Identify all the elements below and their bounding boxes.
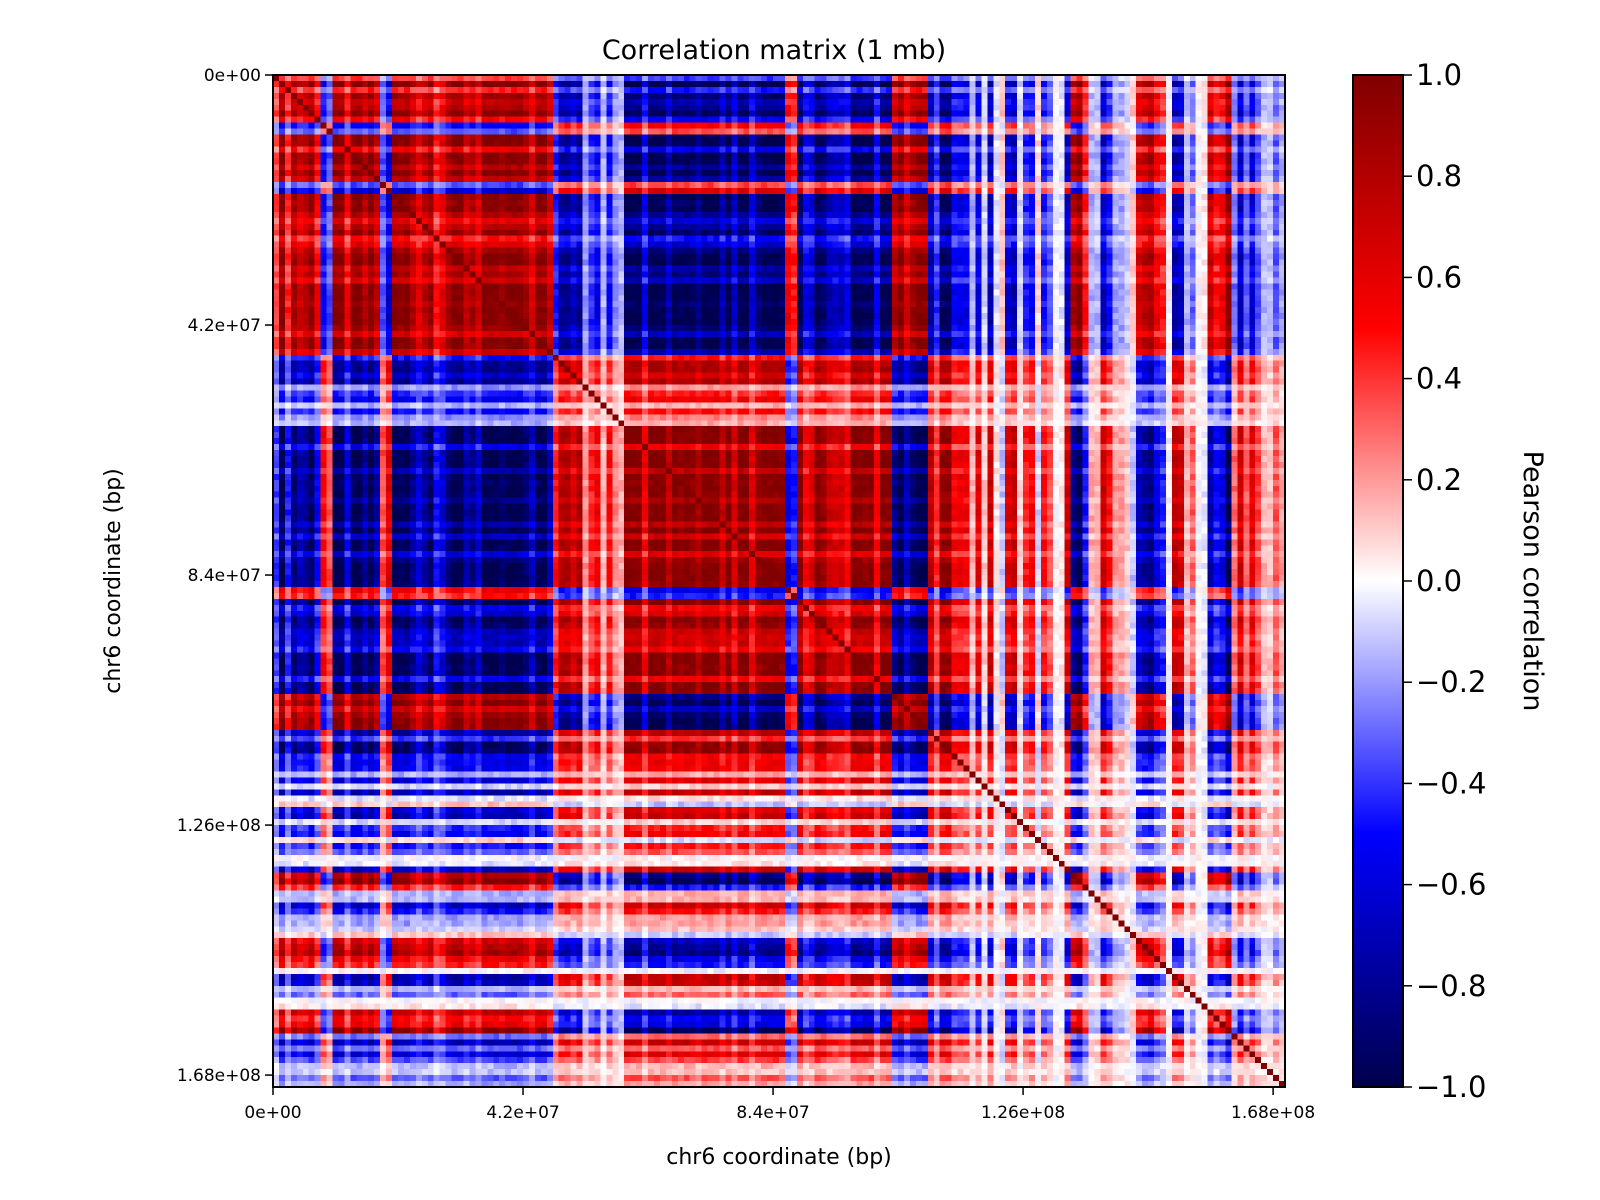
plot-frame [272,74,1286,1088]
colorbar-tick-label: −0.6 [1416,868,1486,902]
colorbar-tick-label: 0.0 [1416,564,1462,598]
y-tick-label: 1.68e+08 [177,1066,261,1086]
colorbar-tick-label: −1.0 [1416,1070,1486,1104]
y-axis-ticks: 0e+00 4.2e+07 8.4e+07 1.26e+08 1.68e+08 [177,66,273,1086]
y-tick-label: 8.4e+07 [188,566,261,586]
colorbar-tick-label: −0.8 [1416,969,1486,1003]
colorbar-label: Pearson correlation [1517,451,1548,712]
y-axis-label: chr6 coordinate (bp) [101,468,126,694]
x-axis-ticks: 0e+00 4.2e+07 8.4e+07 1.26e+08 1.68e+08 [244,1087,1315,1123]
colorbar [1352,74,1404,1088]
heatmap-matrix [273,75,1285,1087]
heatmap-image [273,75,1285,1087]
x-tick-label: 8.4e+07 [736,1103,809,1123]
y-tick-label: 4.2e+07 [188,316,261,336]
y-tick-label: 0e+00 [204,66,261,86]
y-tick-label: 1.26e+08 [177,816,261,836]
colorbar-tick-label: −0.2 [1416,665,1486,699]
colorbar-tick-label: 0.4 [1416,362,1462,396]
x-tick-label: 4.2e+07 [486,1103,559,1123]
colorbar-tick-label: 1.0 [1416,58,1462,92]
colorbar-tick-label: 0.2 [1416,463,1462,497]
x-tick-label: 1.26e+08 [981,1103,1065,1123]
x-tick-label: 0e+00 [244,1103,301,1123]
colorbar-tick-label: 0.6 [1416,260,1462,294]
chart-title: Correlation matrix (1 mb) [602,35,946,66]
x-axis-label: chr6 coordinate (bp) [666,1145,892,1170]
colorbar-tick-label: 0.8 [1416,159,1462,193]
colorbar-ticks: 1.0 0.8 0.6 0.4 0.2 0.0 −0.2 −0.4 −0.6 −0.8 −1.0 [1403,58,1486,1104]
x-tick-label: 1.68e+08 [1231,1103,1315,1123]
colorbar-tick-label: −0.4 [1416,766,1486,800]
